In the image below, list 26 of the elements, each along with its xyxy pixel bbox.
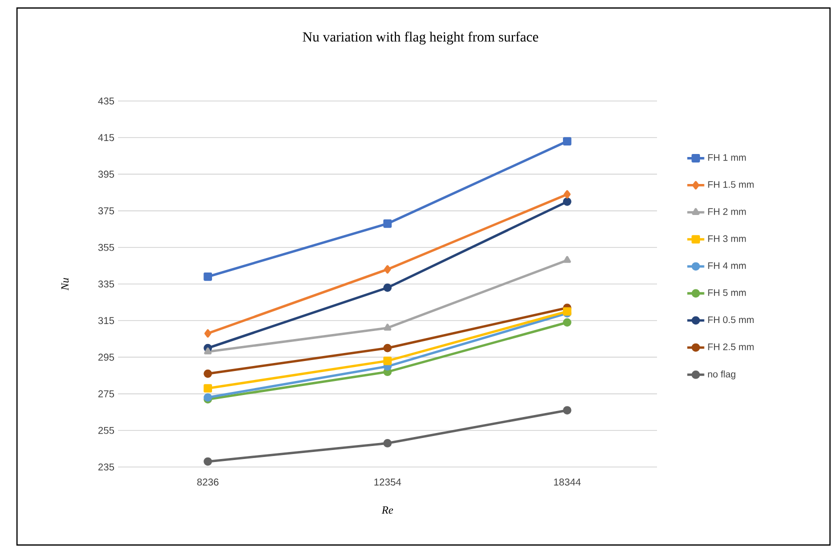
legend-label: FH 3 mm (708, 235, 746, 242)
y-tick-label: 295 (98, 354, 114, 361)
y-tick-label: 415 (98, 134, 114, 142)
x-tick-label: 8236 (197, 478, 218, 486)
legend-label: FH 4 mm (708, 262, 746, 269)
chart-title: Nu variation with flag height from surface (302, 32, 538, 45)
y-tick-label: 395 (98, 170, 114, 178)
x-tick-label: 12354 (374, 478, 402, 486)
y-tick-label: 375 (98, 207, 114, 214)
y-tick-label: 235 (98, 463, 114, 471)
y-tick-label: 355 (98, 244, 114, 251)
legend-label: FH 2 mm (708, 208, 746, 215)
x-axis-title: Re (382, 506, 394, 514)
legend-label: no flag (708, 370, 736, 380)
y-axis-title: Nu (61, 278, 69, 290)
legend-label: FH 0.5 mm (708, 316, 754, 324)
y-tick-label: 335 (98, 280, 114, 288)
legend-label: FH 1.5 mm (708, 181, 754, 188)
legend-label: FH 5 mm (708, 289, 746, 296)
legend-label: FH 1 mm (708, 154, 746, 161)
y-tick-label: 315 (98, 317, 114, 324)
legend-label: FH 2.5 mm (708, 343, 754, 350)
y-tick-label: 435 (98, 97, 114, 105)
x-tick-label: 18344 (554, 478, 581, 486)
y-tick-label: 275 (98, 390, 114, 398)
y-tick-label: 255 (98, 426, 114, 434)
